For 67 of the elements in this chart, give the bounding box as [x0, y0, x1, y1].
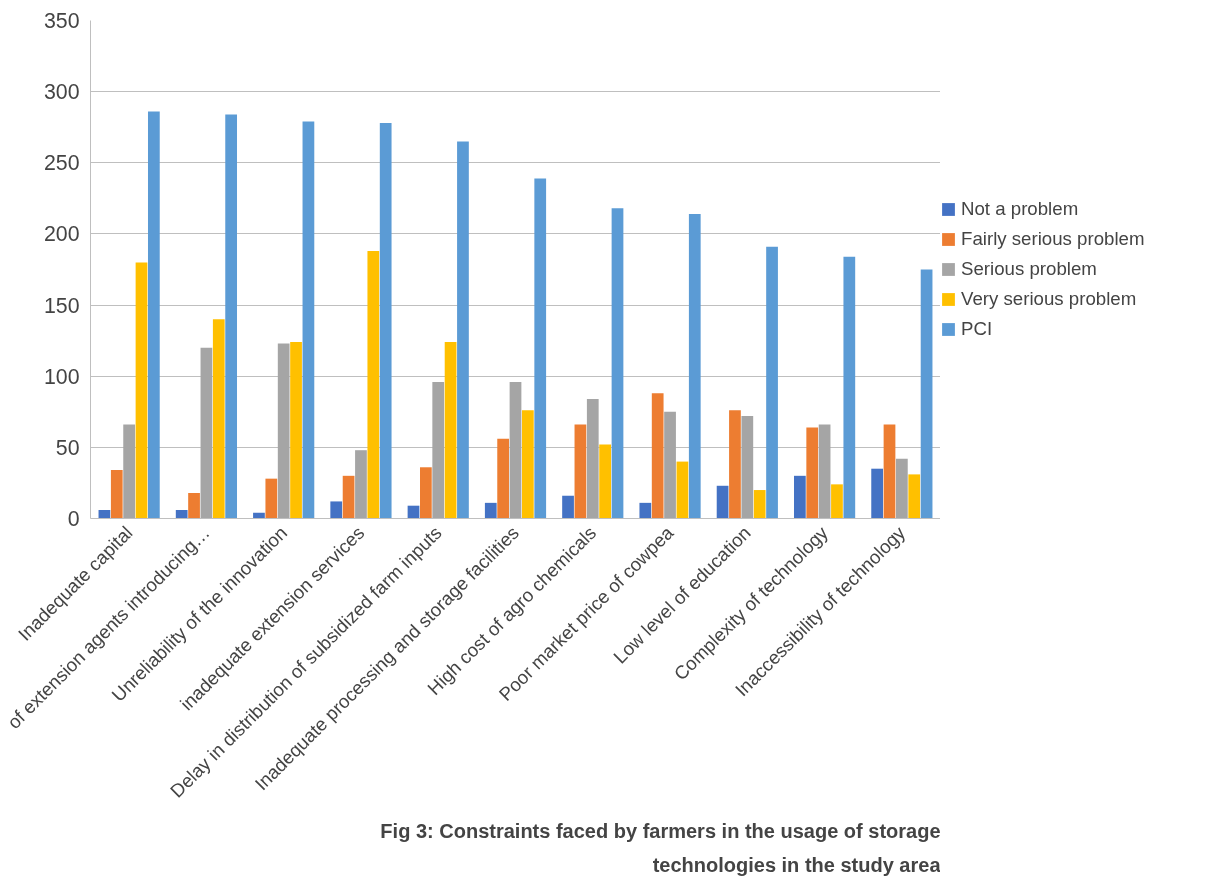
bar [432, 381, 445, 519]
bar [330, 501, 343, 519]
legend-label: Fairly serious problem [961, 228, 1145, 250]
bar [509, 381, 522, 519]
bar [225, 114, 238, 519]
bar [212, 319, 225, 519]
text: Fig 3: Constraints faced by farmers in the usage of storage technologies in the study area [380, 819, 942, 876]
bar [651, 393, 664, 519]
bar [818, 424, 831, 519]
y-tick-label: 250 [43, 151, 80, 176]
bar [265, 478, 278, 519]
bar [831, 484, 843, 519]
y-tick-label: 150 [43, 293, 80, 318]
bar [342, 475, 355, 519]
bar [574, 424, 587, 519]
bar [753, 490, 766, 519]
bar [806, 427, 819, 519]
legend-label: Very serious problem [961, 288, 1137, 310]
bar [367, 251, 380, 519]
y-tick-label: 0 [67, 507, 80, 531]
bar [521, 410, 534, 519]
bar [188, 492, 200, 519]
bar [908, 474, 921, 519]
bar [664, 411, 676, 519]
bar [843, 256, 856, 519]
bar [200, 347, 213, 519]
bar [379, 122, 392, 519]
bar [766, 246, 778, 519]
bar [883, 424, 896, 519]
bar [355, 450, 367, 519]
y-tick-label: 100 [43, 364, 80, 389]
legend-label: Serious problem [961, 258, 1097, 280]
bar [534, 178, 547, 519]
bar [277, 343, 290, 519]
bar [920, 269, 933, 519]
bar [676, 461, 689, 519]
bar [302, 121, 315, 519]
bar [110, 470, 123, 519]
y-tick-label: 350 [43, 9, 80, 33]
bar [147, 111, 160, 519]
bar [484, 502, 497, 519]
bar [123, 424, 136, 519]
bar [793, 475, 806, 519]
bar [135, 262, 148, 519]
y-tick-label: 300 [43, 80, 80, 105]
bar [639, 502, 652, 519]
bar [457, 141, 469, 519]
bar [716, 485, 729, 519]
bar [253, 512, 265, 519]
bar [599, 444, 612, 519]
bar [586, 398, 599, 519]
bar [741, 416, 754, 519]
bar [611, 208, 624, 519]
bar [688, 214, 701, 519]
bar [729, 410, 741, 519]
bar [562, 495, 574, 519]
legend-label: Not a problem [961, 198, 1079, 220]
bar [895, 458, 908, 519]
y-tick-label: 50 [55, 435, 80, 460]
bar [871, 468, 884, 519]
bar [290, 342, 302, 519]
bar [497, 438, 510, 519]
bar [444, 342, 457, 519]
bar [175, 509, 188, 519]
legend-label: PCI [961, 318, 993, 340]
bar [419, 467, 432, 519]
y-tick-label: 200 [43, 222, 80, 247]
